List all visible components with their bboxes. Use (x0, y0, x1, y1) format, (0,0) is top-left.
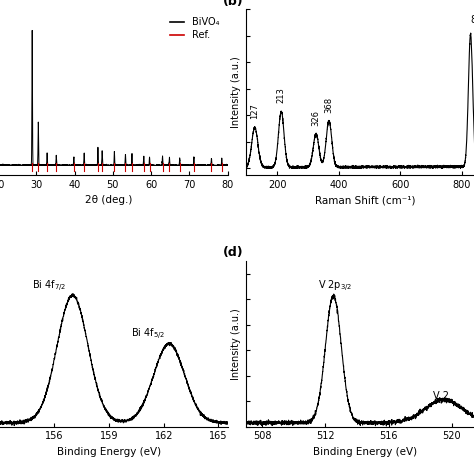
Text: Bi 4f$_{7/2}$: Bi 4f$_{7/2}$ (32, 279, 67, 294)
Text: 368: 368 (325, 97, 334, 113)
Y-axis label: Intensity (a.u.): Intensity (a.u.) (231, 56, 241, 128)
Text: V 2p$_{3/2}$: V 2p$_{3/2}$ (318, 279, 352, 294)
X-axis label: 2θ (deg.): 2θ (deg.) (85, 195, 133, 205)
X-axis label: Binding Energy (eV): Binding Energy (eV) (313, 447, 417, 457)
Legend: BiVO₄, Ref.: BiVO₄, Ref. (167, 14, 223, 43)
Text: (b): (b) (223, 0, 244, 8)
Text: Bi 4f$_{5/2}$: Bi 4f$_{5/2}$ (131, 327, 165, 342)
Text: 213: 213 (277, 87, 286, 103)
Text: V 2: V 2 (433, 391, 449, 401)
X-axis label: Raman Shift (cm⁻¹): Raman Shift (cm⁻¹) (315, 195, 415, 205)
X-axis label: Binding Energy (eV): Binding Energy (eV) (57, 447, 161, 457)
Text: 326: 326 (311, 110, 320, 126)
Y-axis label: Intensity (a.u.): Intensity (a.u.) (231, 308, 241, 380)
Text: 82: 82 (471, 15, 474, 26)
Text: (d): (d) (223, 246, 244, 259)
Text: 127: 127 (250, 103, 259, 119)
